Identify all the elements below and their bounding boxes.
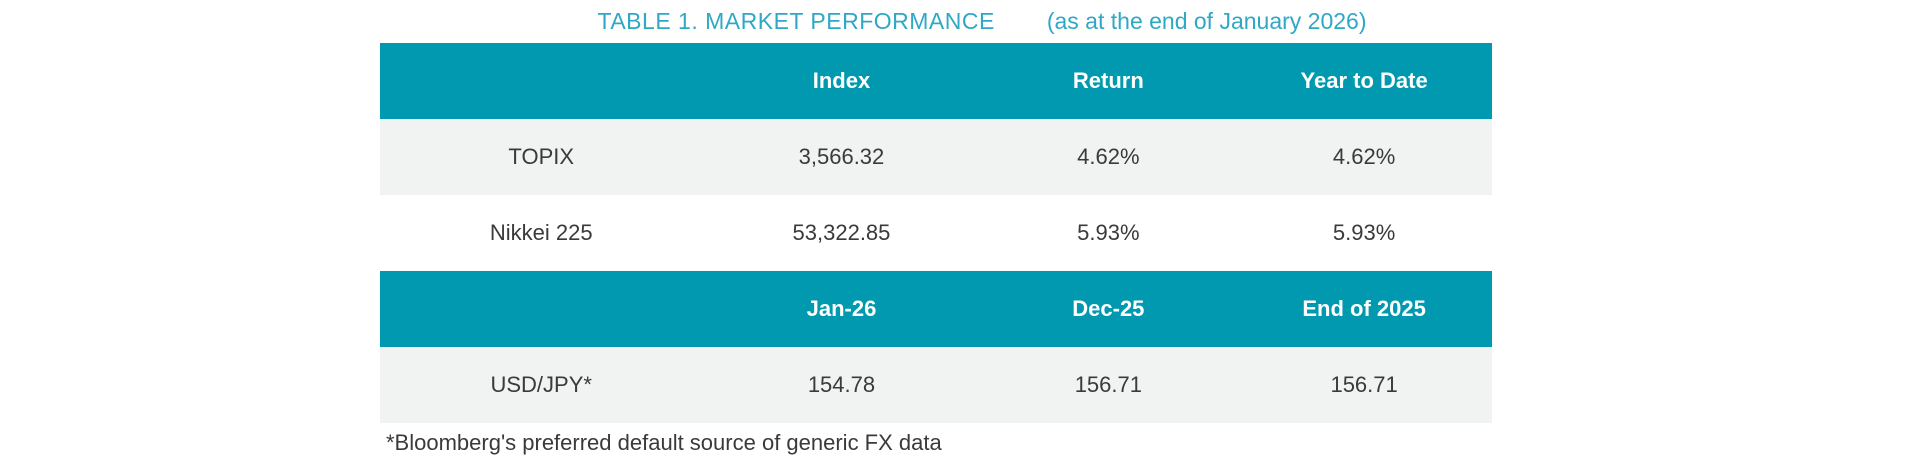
table-row-usdjpy: USD/JPY* 154.78 156.71 156.71 xyxy=(380,347,1492,423)
section2-header-jan26: Jan-26 xyxy=(806,296,877,321)
table-title: TABLE 1. MARKET PERFORMANCE (as at the e… xyxy=(380,8,1492,35)
section1-header-row: Index Return Year to Date xyxy=(380,43,1492,119)
section1-header-ytd: Year to Date xyxy=(1300,68,1428,93)
section2-header-dec25: Dec-25 xyxy=(1072,296,1145,321)
table-footnote: *Bloomberg's preferred default source of… xyxy=(386,430,942,455)
topix-ytd-value: 4.62% xyxy=(1332,144,1396,169)
table-row-nikkei: Nikkei 225 53,322.85 5.93% 5.93% xyxy=(380,195,1492,271)
market-performance-table: Index Return Year to Date TOPIX 3,566.32… xyxy=(380,43,1492,423)
row-label: USD/JPY* xyxy=(490,372,592,397)
section1-header-blank xyxy=(380,43,702,119)
row-label: TOPIX xyxy=(508,144,575,169)
topix-return-value: 4.62% xyxy=(1077,144,1140,169)
row-label: Nikkei 225 xyxy=(489,220,593,245)
nikkei-return-value: 5.93% xyxy=(1077,220,1140,245)
nikkei-ytd-value: 5.93% xyxy=(1332,220,1396,245)
usdjpy-dec25-value: 156.71 xyxy=(1074,372,1142,397)
section2-header-end2025: End of 2025 xyxy=(1302,296,1426,321)
table-title-subtitle: (as at the end of January 2026) xyxy=(1046,8,1367,34)
table-title-main: TABLE 1. MARKET PERFORMANCE xyxy=(597,8,995,34)
section2-header-row: Jan-26 Dec-25 End of 2025 xyxy=(380,271,1492,347)
table-row-topix: TOPIX 3,566.32 4.62% 4.62% xyxy=(380,119,1492,195)
usdjpy-jan26-value: 154.78 xyxy=(807,372,876,397)
section1-header-return: Return xyxy=(1072,68,1144,93)
usdjpy-end2025-value: 156.71 xyxy=(1330,372,1398,397)
nikkei-index-value: 53,322.85 xyxy=(792,220,891,245)
topix-index-value: 3,566.32 xyxy=(798,144,885,169)
section1-header-index: Index xyxy=(812,68,871,93)
section2-header-blank xyxy=(380,271,702,347)
